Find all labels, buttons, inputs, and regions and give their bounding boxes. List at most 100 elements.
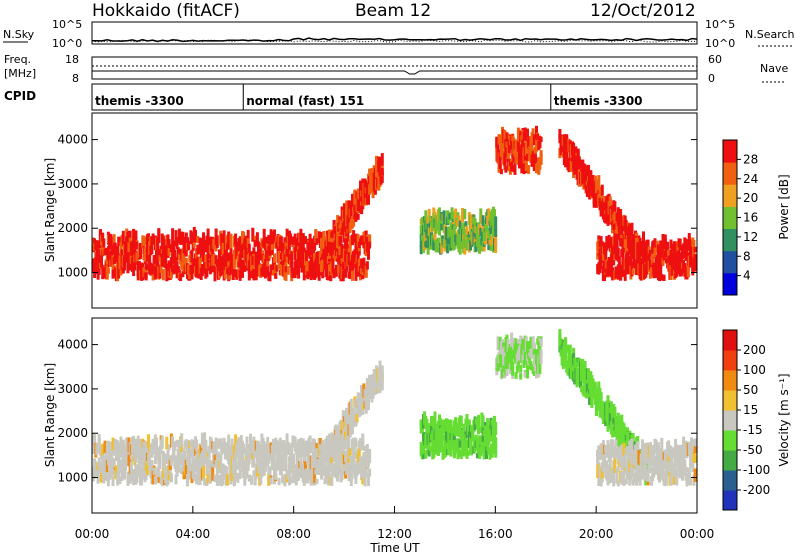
heatmap-cell <box>135 241 139 250</box>
heatmap-cell <box>355 409 359 418</box>
heatmap-cell <box>349 413 353 420</box>
heatmap-cell <box>323 477 327 485</box>
heatmap-cell <box>490 235 494 246</box>
heatmap-cell <box>125 437 129 449</box>
heatmap-cell <box>221 242 225 255</box>
heatmap-cell <box>283 252 287 266</box>
heatmap-cell <box>488 237 492 246</box>
colorbar-frame <box>722 329 738 511</box>
heatmap-cell <box>110 236 114 243</box>
colorbar-swatch <box>723 490 737 511</box>
heatmap-cell <box>200 450 204 458</box>
heatmap-cell <box>356 213 360 220</box>
heatmap-cell <box>473 236 477 243</box>
heatmap-cell <box>331 255 335 270</box>
heatmap-cell <box>439 418 443 426</box>
heatmap-cell <box>206 228 210 242</box>
heatmap-cell <box>380 375 384 383</box>
heatmap-cell <box>378 167 382 174</box>
heatmap-cell <box>473 218 477 233</box>
heatmap-cell <box>175 237 179 250</box>
heatmap-cell <box>357 447 361 457</box>
colorbar-swatch <box>723 228 737 252</box>
heatmap-cell <box>329 465 333 472</box>
heatmap-cell <box>613 458 617 473</box>
heatmap-cell <box>351 267 354 281</box>
heatmap-cell <box>110 452 114 464</box>
heatmap-cell <box>360 456 364 464</box>
heatmap-cell <box>584 174 588 183</box>
heatmap-cell <box>693 254 697 264</box>
heatmap-cell <box>253 235 257 242</box>
heatmap-cell <box>482 242 486 252</box>
heatmap-cell <box>103 440 107 454</box>
heatmap-cell <box>664 476 668 486</box>
heatmap-cell <box>464 221 468 227</box>
heatmap-cell <box>675 469 679 484</box>
heatmap-cell <box>92 445 95 454</box>
heatmap-cell <box>142 235 146 247</box>
heatmap-cell <box>675 252 679 263</box>
heatmap-cell <box>291 236 295 242</box>
heatmap-cell <box>514 139 518 150</box>
heatmap-cell <box>457 444 461 458</box>
heatmap-cell <box>693 259 697 272</box>
heatmap-cell <box>261 462 265 474</box>
y-tick-label: 3000 <box>57 382 88 396</box>
heatmap-cell <box>687 472 691 482</box>
heatmap-cell <box>433 411 437 426</box>
heatmap-cell <box>186 477 189 486</box>
heatmap-cell <box>195 266 199 278</box>
heatmap-cell <box>231 268 235 280</box>
heatmap-cell <box>528 341 532 350</box>
heatmap-cell <box>485 446 488 459</box>
heatmap-cell <box>605 460 609 468</box>
heatmap-cell <box>180 261 184 270</box>
heatmap-cell <box>341 271 345 282</box>
heatmap-cell <box>175 439 179 448</box>
heatmap-cell <box>232 249 236 264</box>
heatmap-cell <box>220 445 224 452</box>
heatmap-cell <box>368 468 372 477</box>
heatmap-cell <box>127 454 131 461</box>
heatmap-cell <box>318 444 322 452</box>
heatmap-cell <box>539 150 543 164</box>
heatmap-cell <box>326 463 330 474</box>
heatmap-cell <box>611 267 615 281</box>
heatmap-cell <box>192 458 196 469</box>
heatmap-cell <box>177 462 181 473</box>
heatmap-cell <box>344 268 348 278</box>
heatmap-cell <box>182 470 186 480</box>
heatmap-cell <box>342 224 346 237</box>
heatmap-cell <box>462 222 466 235</box>
x-tick-label: 04:00 <box>176 527 211 541</box>
heatmap-cell <box>128 259 132 271</box>
heatmap-cell <box>494 450 498 458</box>
heatmap-cell <box>184 439 188 448</box>
heatmap-cell <box>143 246 147 253</box>
heatmap-cell <box>216 451 220 467</box>
heatmap-cell <box>567 164 571 171</box>
heatmap-cell <box>190 249 194 257</box>
heatmap-cell <box>436 247 440 253</box>
heatmap-cell <box>595 187 598 196</box>
heatmap-cell <box>624 463 628 475</box>
heatmap-cell <box>564 156 568 164</box>
heatmap-cell <box>273 229 276 244</box>
heatmap-cell <box>315 238 319 245</box>
heatmap-cell <box>520 160 524 174</box>
heatmap-cell <box>354 438 358 448</box>
heatmap-cell <box>426 247 430 255</box>
heatmap-cell <box>355 414 359 422</box>
heatmap-cell <box>247 243 251 253</box>
heatmap-cell <box>686 265 690 277</box>
heatmap-cell <box>351 425 354 435</box>
heatmap-cell <box>538 163 542 170</box>
heatmap-cell <box>347 436 351 450</box>
heatmap-cell <box>334 264 338 277</box>
colorbar-tick-label: 24 <box>743 172 758 186</box>
heatmap-cell <box>192 468 196 482</box>
heatmap-cell <box>164 257 168 269</box>
heatmap-cell <box>577 156 581 170</box>
heatmap-cell <box>608 459 612 467</box>
